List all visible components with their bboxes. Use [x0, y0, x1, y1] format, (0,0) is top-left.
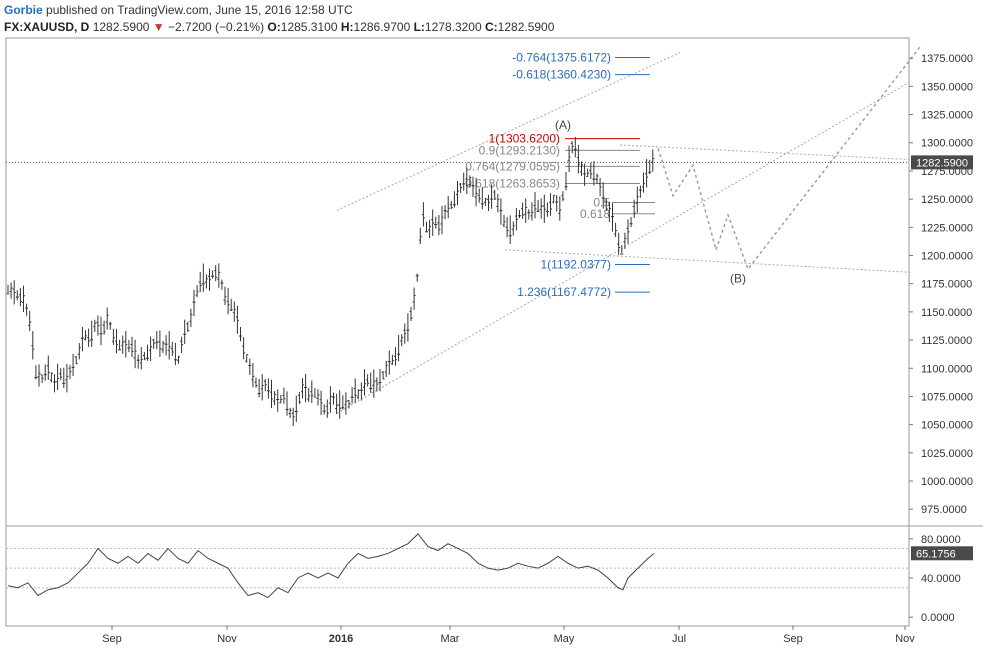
- wave-labels: (A) (B): [555, 118, 746, 285]
- open-value: 1285.3100: [280, 20, 338, 34]
- fib-level-label: 1(1192.0377): [541, 257, 612, 271]
- fib-level-label: -0.618(1360.4230): [512, 68, 611, 82]
- price-tick-label: 1050.0000: [921, 420, 973, 432]
- low-label: L:: [413, 20, 425, 34]
- author-link[interactable]: Gorbie: [4, 3, 43, 17]
- projection-line: [657, 46, 921, 271]
- rsi-value-badge: [911, 546, 973, 561]
- fib-level-label: 1(1303.6200): [489, 132, 560, 146]
- time-tick-label: Nov: [217, 633, 237, 645]
- rsi-value-badge-label: 65.1756: [916, 548, 956, 560]
- last-price-badge-label: 1282.5900: [916, 157, 968, 169]
- symbol-label[interactable]: FX:XAUUSD, D: [4, 20, 90, 34]
- publish-line: Gorbie published on TradingView.com, Jun…: [4, 2, 554, 19]
- publish-info: published on TradingView.com, June 15, 2…: [46, 3, 353, 17]
- fib-level-label: -0.764(1375.6172): [512, 50, 611, 64]
- time-tick-label: Sep: [783, 633, 803, 645]
- open-label: O:: [267, 20, 281, 34]
- time-tick-label: May: [554, 633, 575, 645]
- retrace-level-label: 0.618: [580, 207, 610, 221]
- wave-label-b: (B): [730, 272, 746, 286]
- rsi-tick-label: 0.0000: [921, 612, 955, 624]
- low-value: 1278.3200: [424, 20, 482, 34]
- price-tick-label: 1300.0000: [921, 138, 973, 150]
- time-axis: Sep Nov 2016 Mar May Jul Sep Nov: [102, 626, 915, 645]
- price-axis: 975.0000 1000.0000 1025.0000 1050.0000 1075.…: [909, 53, 973, 516]
- price-tick-label: 1000.0000: [921, 476, 973, 488]
- price-tick-label: 1075.0000: [921, 391, 973, 403]
- price-tick-label: 1325.0000: [921, 110, 973, 122]
- symbol-line: FX:XAUUSD, D 1282.5900 ▼ −2.7200 (−0.21%…: [4, 19, 554, 36]
- price-tick-label: 1200.0000: [921, 251, 973, 263]
- down-arrow-icon: ▼: [152, 20, 165, 34]
- price-tick-label: 1250.0000: [921, 194, 973, 206]
- rsi-tick-label: 40.0000: [921, 573, 961, 585]
- price-change: −2.7200 (−0.21%): [168, 20, 265, 34]
- time-tick-label: Sep: [102, 633, 122, 645]
- price-tick-label: 1125.0000: [921, 335, 972, 347]
- time-tick-label: Jul: [672, 633, 686, 645]
- fib-level-label: 0.9(1293.2130): [479, 143, 560, 157]
- high-label: H:: [340, 20, 354, 34]
- fib-level-label: 1.236(1167.4772): [517, 285, 611, 299]
- chart-border: [5, 37, 910, 627]
- fib-level-label: 0.764(1279.0595): [465, 159, 560, 173]
- trend-line: [336, 52, 681, 211]
- rsi-tick-label: 80.0000: [921, 534, 961, 546]
- time-tick-label: Mar: [441, 633, 460, 645]
- price-tick-label: 975.0000: [921, 504, 967, 516]
- time-tick-label: 2016: [329, 633, 353, 645]
- price-tick-label: 1025.0000: [921, 448, 973, 460]
- time-tick-label: Nov: [895, 633, 915, 645]
- fib-level-label: 0.618(1263.8653): [465, 176, 560, 190]
- fib-levels: -0.764(1375.6172) -0.618(1360.4230) 1(1303…: [465, 50, 655, 299]
- price-tick-label: 1100.0000: [921, 363, 972, 375]
- rsi-line: [7, 533, 655, 599]
- close-value: 1282.5900: [497, 20, 555, 34]
- price-tick-label: 1175.0000: [921, 279, 972, 291]
- close-label: C:: [485, 20, 498, 34]
- last-price-badge: [911, 155, 973, 170]
- high-value: 1286.9700: [353, 20, 411, 34]
- price-tick-label: 1150.0000: [921, 307, 972, 319]
- price-tick-label: 1375.0000: [921, 53, 973, 65]
- wave-label-a: (A): [555, 118, 571, 132]
- trend-line: [619, 144, 913, 161]
- chart-header: Gorbie published on TradingView.com, Jun…: [4, 2, 554, 36]
- price-tick-label: 1225.0000: [921, 222, 973, 234]
- ohlc-bars: [6, 136, 655, 426]
- price-tick-label: 1350.0000: [921, 81, 973, 93]
- projection-path: [657, 46, 921, 271]
- last-price: 1282.5900: [92, 20, 150, 34]
- rsi-pane: 0.0000 40.0000 80.0000 65.1756: [6, 533, 973, 624]
